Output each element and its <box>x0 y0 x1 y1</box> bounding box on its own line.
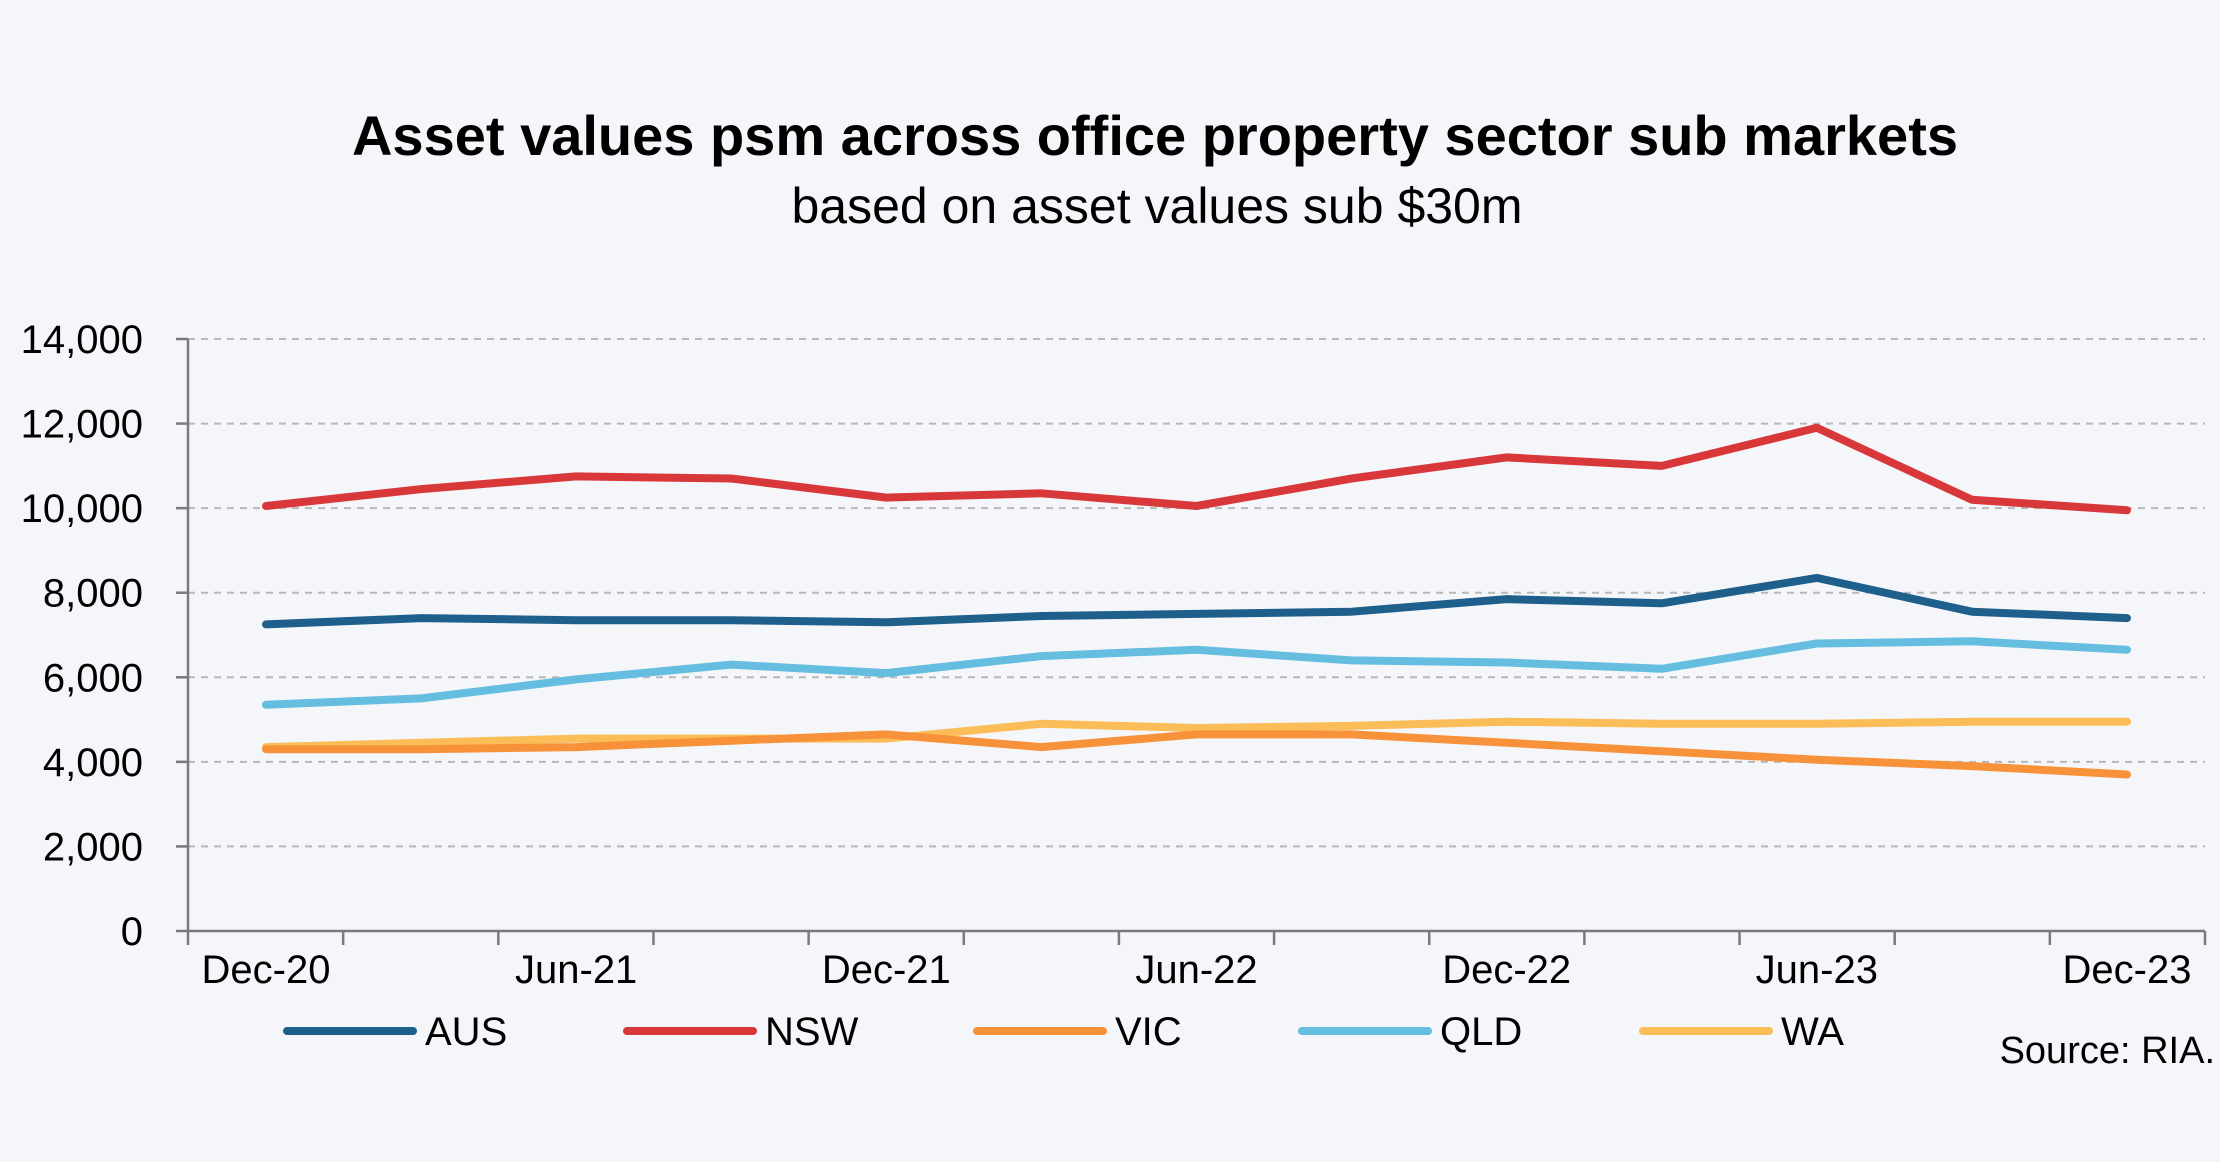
y-tick-label: 10,000 <box>21 487 143 531</box>
y-tick-label: 8,000 <box>43 572 143 616</box>
y-tick-label: 14,000 <box>21 318 143 362</box>
x-tick-label: Jun-23 <box>1756 948 1878 992</box>
series-line-qld <box>262 637 2131 709</box>
y-tick-label: 0 <box>121 910 143 954</box>
x-tick-label: Jun-21 <box>515 948 637 992</box>
source-note: Source: RIA. <box>2000 1030 2215 1072</box>
x-tick-label: Dec-23 <box>2063 948 2192 992</box>
series-line-wa <box>262 717 2131 752</box>
legend-label-qld: QLD <box>1440 1010 1522 1054</box>
y-tick-label: 2,000 <box>43 825 143 869</box>
series-lines <box>262 423 2131 779</box>
y-tick-label: 12,000 <box>21 403 143 447</box>
y-tick-label: 4,000 <box>43 741 143 785</box>
chart-subtitle: based on asset values sub $30m <box>791 178 1522 234</box>
series-line-aus <box>262 573 2131 629</box>
x-tick-label: Dec-20 <box>202 948 331 992</box>
legend-label-aus: AUS <box>425 1010 507 1054</box>
series-line-vic <box>262 730 2131 779</box>
chart-title: Asset values psm across office property … <box>352 104 1958 167</box>
x-tick-label: Jun-22 <box>1135 948 1257 992</box>
legend: AUS NSW VIC QLD WA <box>283 1010 1844 1054</box>
legend-label-wa: WA <box>1781 1010 1844 1054</box>
axes: 0 2,000 4,000 6,000 8,000 10,000 12,000 14,000 D… <box>21 318 2207 992</box>
x-tick-label: Dec-21 <box>822 948 951 992</box>
legend-label-vic: VIC <box>1115 1010 1182 1054</box>
x-tick-label: Dec-22 <box>1442 948 1571 992</box>
legend-label-nsw: NSW <box>765 1010 859 1054</box>
series-line-nsw <box>262 423 2131 515</box>
y-tick-label: 6,000 <box>43 656 143 700</box>
